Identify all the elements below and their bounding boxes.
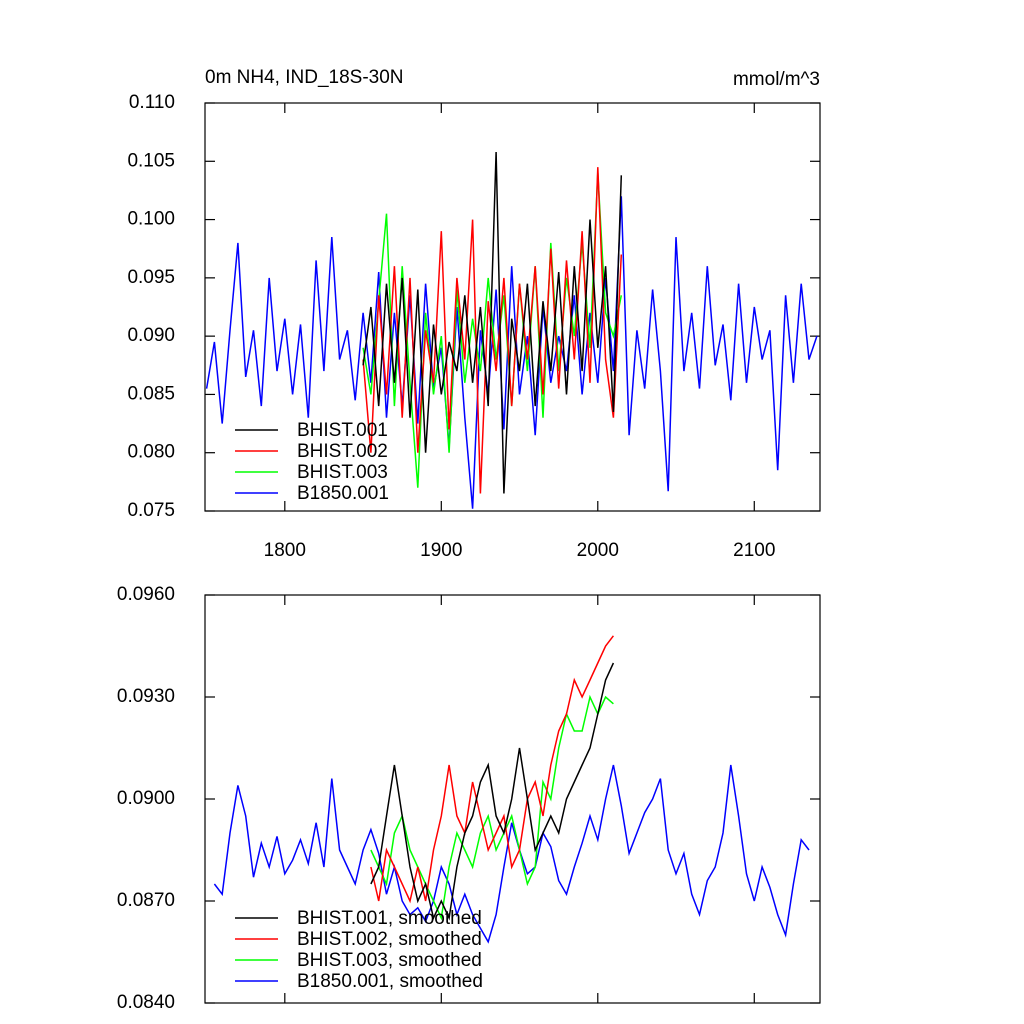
series-line: [370, 662, 615, 921]
y-tick-label: 0.100: [127, 209, 175, 230]
y-tick-label: 0.0930: [117, 686, 175, 707]
series-line: [213, 764, 810, 944]
x-tick-label: 2100: [733, 540, 775, 561]
legend-label: BHIST.003, smoothed: [297, 950, 482, 971]
y-tick-label: 0.080: [127, 442, 175, 463]
legend-label: BHIST.002: [297, 441, 388, 462]
y-tick-label: 0.110: [129, 92, 175, 113]
series-line: [362, 167, 623, 494]
legend-label: BHIST.001: [297, 420, 388, 441]
legend-label: BHIST.002, smoothed: [297, 929, 482, 950]
legend-label: B1850.001, smoothed: [297, 971, 483, 992]
series-line: [370, 694, 614, 921]
x-tick-label: 1900: [420, 540, 462, 561]
series-line: [205, 196, 818, 509]
series-line: [362, 151, 623, 494]
plot-frame: [204, 102, 821, 512]
y-tick-label: 0.085: [127, 383, 175, 404]
x-tick-label: 1800: [264, 540, 306, 561]
y-tick-label: 0.105: [127, 150, 175, 171]
x-tick-label: 2000: [577, 540, 619, 561]
y-tick-label: 0.0960: [117, 584, 175, 605]
series-line: [370, 635, 614, 904]
legend-label: B1850.001: [297, 483, 389, 504]
y-tick-label: 0.0870: [117, 890, 175, 911]
chart-title: 0m NH4, IND_18S-30N: [205, 67, 404, 88]
legend-label: BHIST.001, smoothed: [297, 908, 482, 929]
y-tick-label: 0.0840: [117, 992, 175, 1013]
legend-label: BHIST.003: [297, 462, 388, 483]
y-tick-label: 0.0900: [117, 788, 175, 809]
y-tick-label: 0.075: [127, 500, 175, 521]
units-label: mmol/m^3: [733, 69, 820, 90]
y-tick-label: 0.095: [127, 267, 175, 288]
y-tick-label: 0.090: [127, 325, 175, 346]
